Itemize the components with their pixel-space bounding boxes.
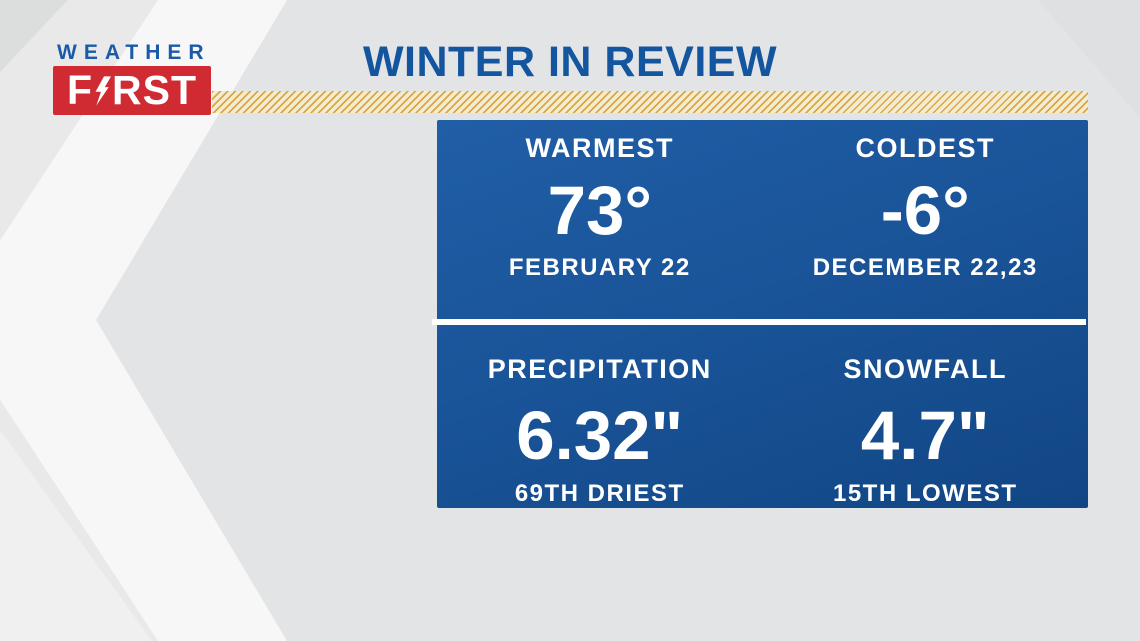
stat-label-precipitation: PRECIPITATION xyxy=(487,354,712,384)
lightning-bolt-icon xyxy=(95,75,112,106)
stat-detail-snowfall: 15TH LOWEST xyxy=(832,480,1018,508)
stat-detail-warmest: FEBRUARY 22 xyxy=(508,254,691,282)
stat-detail-coldest: DECEMBER 22,23 xyxy=(812,254,1038,282)
stat-value-precipitation: 6.32" xyxy=(516,397,684,475)
stats-panel: WARMEST 73° FEBRUARY 22 COLDEST -6° DECE… xyxy=(432,120,1089,508)
stat-value-warmest: 73° xyxy=(547,172,652,250)
panel-divider-line xyxy=(432,319,1086,325)
page-title: WINTER IN REVIEW xyxy=(362,38,778,86)
logo-first-text: F RST xyxy=(67,70,197,111)
logo-first-prefix: F xyxy=(66,67,94,113)
stat-card-snowfall: SNOWFALL 4.7" 15TH LOWEST xyxy=(763,322,1089,508)
stat-value-snowfall: 4.7" xyxy=(860,397,990,475)
stat-label-warmest: WARMEST xyxy=(525,133,674,163)
stat-detail-precipitation: 69TH DRIEST xyxy=(514,480,685,508)
stat-card-warmest: WARMEST 73° FEBRUARY 22 xyxy=(437,120,763,322)
logo-first-suffix: RST xyxy=(112,67,198,113)
stat-card-precipitation: PRECIPITATION 6.32" 69TH DRIEST xyxy=(437,322,763,508)
stat-card-coldest: COLDEST -6° DECEMBER 22,23 xyxy=(763,120,1089,322)
gold-striped-divider xyxy=(212,91,1088,113)
logo-first-box: F RST xyxy=(53,66,211,115)
weather-first-logo: WEATHER F RST xyxy=(53,42,211,115)
stat-value-coldest: -6° xyxy=(880,172,970,250)
stat-label-coldest: COLDEST xyxy=(855,133,995,163)
stat-label-snowfall: SNOWFALL xyxy=(843,354,1007,384)
logo-weather-text: WEATHER xyxy=(57,41,211,64)
